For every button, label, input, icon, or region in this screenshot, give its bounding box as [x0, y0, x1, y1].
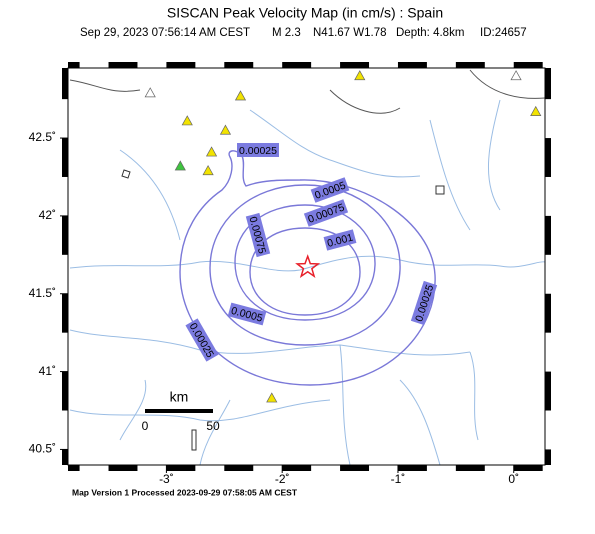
contour	[179, 150, 436, 386]
title: SISCAN Peak Velocity Map (in cm/s) : Spa…	[167, 5, 443, 21]
x-tick-label: -2˚	[275, 472, 290, 486]
contour-label: 0.00025	[410, 280, 438, 326]
x-tick-label: 0˚	[508, 472, 519, 486]
y-tick-label: 42˚	[39, 208, 56, 222]
event-date: Sep 29, 2023 07:56:14 AM CEST	[80, 27, 250, 39]
contour-label: 0.00075	[245, 212, 271, 258]
station	[174, 160, 186, 171]
station	[234, 90, 247, 101]
contour	[249, 227, 361, 316]
station	[144, 87, 156, 98]
contour-label-text: 0.00025	[187, 321, 216, 360]
contour-label-box	[237, 143, 279, 157]
y-tick-label: 40.5˚	[29, 442, 56, 456]
contour-label-box	[185, 318, 219, 362]
epicenter	[295, 254, 321, 279]
contour-label-text: 0.001	[326, 232, 355, 250]
contour-label-box	[227, 302, 267, 326]
contour-label: 0.00075	[303, 199, 349, 227]
scale-bar-tick: 0	[142, 419, 149, 433]
scale-bar-bar	[145, 409, 213, 413]
x-tick-label: -3˚	[159, 472, 174, 486]
y-tick-label: 42.5˚	[29, 130, 56, 144]
contour	[209, 184, 401, 346]
station	[202, 165, 214, 176]
event-id: ID:24657	[480, 27, 527, 39]
contour-label-box	[323, 229, 357, 251]
station	[219, 124, 232, 135]
magnitude: M 2.3	[272, 27, 301, 39]
contour-label-box	[310, 177, 350, 203]
station	[354, 70, 366, 81]
depth: Depth: 4.8km	[396, 27, 464, 39]
x-tick-label: -1˚	[391, 472, 406, 486]
station	[266, 392, 278, 403]
scale-bar-tick: 50	[206, 419, 220, 433]
contour-label: 0.00025	[237, 143, 279, 157]
contour-label-box	[303, 199, 349, 227]
station	[205, 146, 218, 157]
scale-bar: km 0 50	[142, 389, 220, 433]
map-frame	[67, 67, 546, 466]
contour	[234, 204, 376, 321]
location: N41.67 W1.78	[313, 27, 387, 39]
background-features	[69, 69, 546, 466]
station	[530, 105, 542, 116]
y-tick-label: 41˚	[39, 364, 56, 378]
contour-label: 0.00025	[185, 318, 219, 362]
station	[510, 70, 522, 81]
y-tick-label: 41.5˚	[29, 286, 56, 300]
station	[181, 115, 193, 126]
contour-label-box	[245, 212, 271, 258]
contour-label-text: 0.00025	[239, 145, 277, 157]
scale-bar-title: km	[170, 389, 189, 405]
footer: Map Version 1 Processed 2023-09-29 07:58…	[72, 487, 298, 497]
contour-label-box	[410, 280, 438, 326]
